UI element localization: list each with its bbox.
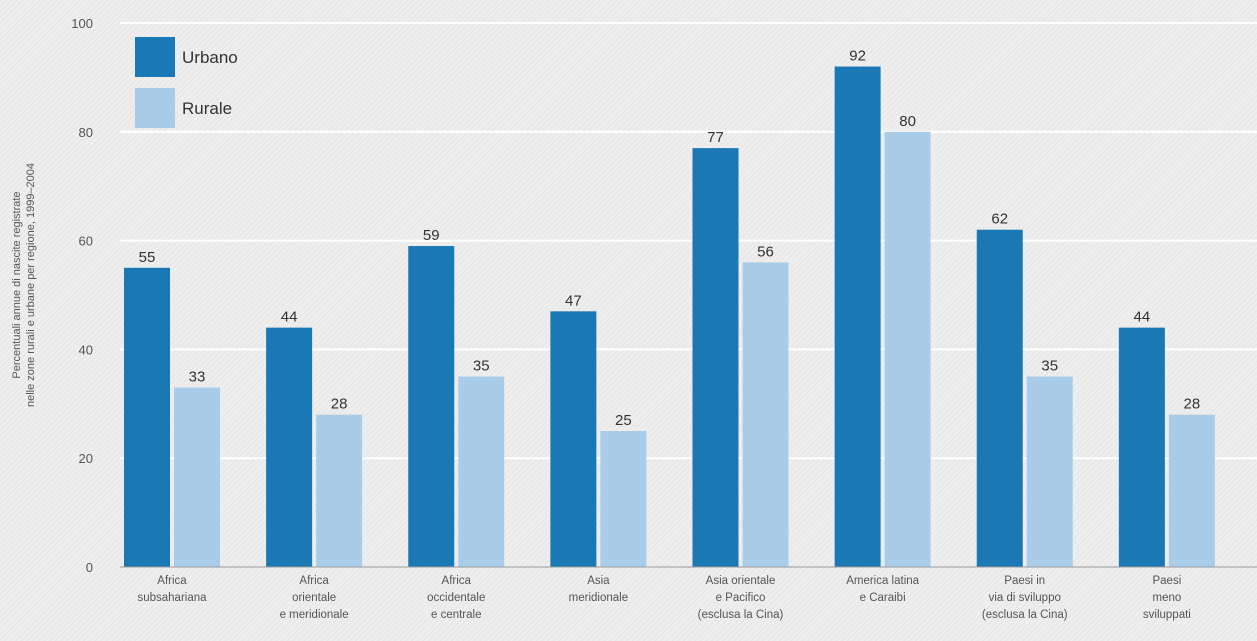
bar-urbano <box>266 327 313 567</box>
y-axis-label-line: nelle zone rurali e urbane per regione, … <box>25 163 37 407</box>
x-category-label: Africa occidentale e centrale <box>427 575 485 621</box>
x-category-label-line: Paesi in <box>1004 575 1045 587</box>
y-tick-label: 40 <box>79 342 93 357</box>
x-category-label-line: America latina <box>846 575 919 587</box>
bar-urbano <box>692 148 739 567</box>
y-tick-label: 80 <box>79 125 93 140</box>
data-label: 59 <box>423 227 440 244</box>
bar-rurale <box>600 431 647 567</box>
x-category-label-line: Africa <box>442 575 472 587</box>
x-category-label-line: meridionale <box>569 592 628 604</box>
x-category-label-line: (esclusa la Cina) <box>698 609 784 621</box>
data-label: 44 <box>281 309 298 326</box>
legend-label: Urbano <box>182 48 238 67</box>
bar-rurale <box>884 131 931 568</box>
y-tick-label: 100 <box>71 16 93 31</box>
bar-urbano <box>976 229 1023 567</box>
x-category-label-line: orientale <box>292 592 336 604</box>
data-label: 28 <box>331 396 348 413</box>
x-category-label: Paesi in via di sviluppo (esclusa la Cina) <box>982 575 1068 621</box>
y-axis-label: Percentuali annue di nascite registrate n… <box>11 163 37 407</box>
x-category-label-line: Africa <box>157 575 187 587</box>
bar-rurale <box>1026 376 1073 567</box>
x-category-label-line: e meridionale <box>280 609 349 621</box>
x-category-label-line: occidentale <box>427 592 485 604</box>
x-category-label: Asia orientale e Pacifico (esclusa la Cina… <box>698 575 784 621</box>
data-label: 80 <box>899 113 916 130</box>
x-category-label: America latina e Caraibi <box>846 575 919 604</box>
bar-rurale <box>174 387 220 567</box>
x-category-label-line: Africa <box>299 575 329 587</box>
y-tick-label: 60 <box>79 234 93 249</box>
data-label: 92 <box>849 48 866 65</box>
bar-rurale <box>458 376 505 567</box>
legend-swatch-rurale <box>135 88 175 128</box>
x-category-label: Asia meridionale <box>569 575 628 604</box>
bar-rurale <box>316 414 363 567</box>
bar-urbano <box>550 311 597 567</box>
x-category-label: Africa orientale e meridionale <box>280 575 349 621</box>
x-category-label: Paesi meno sviluppati <box>1143 575 1191 621</box>
legend-label: Rurale <box>182 99 232 118</box>
x-category-label-line: Asia orientale <box>706 575 776 587</box>
x-category-label: Africa subsahariana <box>137 575 207 604</box>
x-category-label-line: e Caraibi <box>860 592 906 604</box>
x-category-label-line: sviluppati <box>1143 609 1191 621</box>
bar-urbano <box>1118 327 1165 567</box>
data-label: 55 <box>139 249 156 266</box>
y-tick-label: 20 <box>79 451 93 466</box>
x-category-label-line: (esclusa la Cina) <box>982 609 1068 621</box>
bar-rurale <box>742 262 789 567</box>
x-category-label-line: e Pacifico <box>716 592 766 604</box>
x-category-label-line: meno <box>1152 592 1181 604</box>
data-label: 25 <box>615 412 632 429</box>
data-label: 62 <box>991 211 1008 228</box>
data-label: 28 <box>1184 396 1201 413</box>
bar-urbano <box>124 267 170 567</box>
data-label: 35 <box>473 358 490 375</box>
data-label: 44 <box>1134 309 1151 326</box>
bar-rurale <box>1168 414 1215 567</box>
data-label: 35 <box>1041 358 1058 375</box>
x-category-label-line: via di sviluppo <box>989 592 1061 604</box>
y-tick-label: 0 <box>86 560 93 575</box>
x-category-label-line: subsahariana <box>137 592 207 604</box>
bar-urbano <box>408 246 455 568</box>
x-category-label-line: Paesi <box>1152 575 1181 587</box>
y-axis-label-line: Percentuali annue di nascite registrate <box>11 191 23 378</box>
data-label: 33 <box>189 368 206 385</box>
data-label: 47 <box>565 292 582 309</box>
x-category-label-line: Asia <box>587 575 610 587</box>
data-label: 56 <box>757 243 774 260</box>
x-category-label-line: e centrale <box>431 609 482 621</box>
bar-urbano <box>834 66 881 568</box>
legend-swatch-urbano <box>135 37 175 77</box>
data-label: 77 <box>707 129 724 146</box>
